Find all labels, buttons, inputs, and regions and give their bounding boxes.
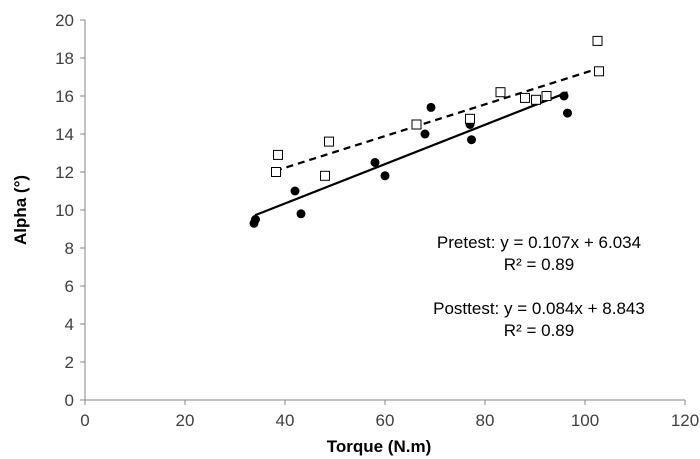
x-tick-label: 60 [376,411,395,430]
y-tick-label: 16 [55,87,74,106]
open-square-point [592,35,603,46]
filled-circle-point [563,108,572,118]
y-tick-label: 0 [65,391,74,410]
y-tick-label: 6 [65,277,74,296]
open-square-point [520,92,530,103]
x-tick-label: 80 [476,411,495,430]
y-tick-label: 20 [55,11,74,30]
axes [80,19,686,405]
tick-labels: 0 20 40 60 80 100 120 0 2 4 6 8 10 12 14 16 18 20 [55,11,699,430]
trendline-dashed [274,66,601,172]
filled-circle-point [251,215,260,224]
y-tick-label: 4 [65,315,74,334]
open-square-point [273,149,283,160]
filled-circle-point [420,129,430,139]
posttest-r-squared: R² = 0.89 [504,321,574,340]
open-square-point [324,136,334,147]
y-tick-label: 2 [65,353,74,372]
y-tick-label: 8 [65,239,74,258]
x-tick-label: 40 [276,411,295,430]
pretest-equation: Pretest: y = 0.107x + 6.034 [437,233,641,252]
filled-circle-point [467,135,476,145]
trendline-solid [254,91,568,217]
y-axis-title: Alpha (°) [11,175,30,245]
y-tick-label: 14 [55,125,74,144]
x-tick-label: 100 [571,411,599,430]
filled-circle-point [296,209,306,219]
filled-circle-point [559,91,569,101]
open-square-point [495,87,506,98]
x-tick-label: 120 [671,411,699,430]
data-points [249,35,604,228]
x-axis-title: Torque (N.m) [327,437,432,456]
filled-circle-point [290,186,300,196]
filled-circle-point [426,102,436,112]
filled-circle-point [380,171,390,181]
filled-circle-point [370,158,380,167]
open-square-point [465,113,475,124]
open-square-point [320,170,330,181]
open-square-point [271,167,281,177]
open-square-point [411,119,422,130]
open-square-point [541,91,552,101]
x-tick-label: 20 [176,411,195,430]
open-square-point [594,66,604,77]
x-tick-label: 0 [80,411,89,430]
y-tick-label: 18 [55,49,74,68]
trendlines [254,66,601,217]
y-tick-label: 12 [55,163,74,182]
open-square-point [531,94,541,105]
y-tick-label: 10 [55,201,74,220]
pretest-r-squared: R² = 0.89 [504,255,574,274]
posttest-equation: Posttest: y = 0.084x + 8.843 [433,299,645,318]
